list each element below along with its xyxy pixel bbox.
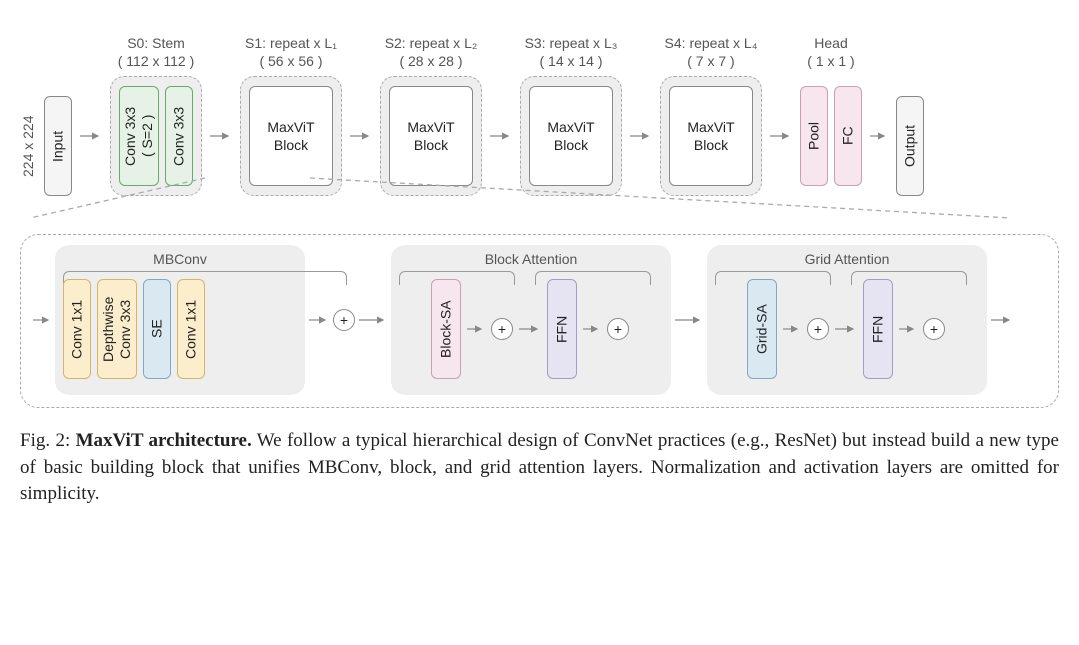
group-grid-attention: Grid Attention Grid-SA + FFN + — [707, 245, 987, 395]
block-sa: Block-SA — [431, 279, 461, 379]
caption-title: MaxViT architecture. — [76, 430, 252, 451]
stage-s2: S2: repeat x L₂ ( 28 x 28 ) MaxViT Block — [380, 34, 482, 196]
stage-label-s4: S4: repeat x L₄ ( 7 x 7 ) — [665, 34, 758, 70]
stage-head: Head ( 1 x 1 ) Pool FC — [800, 34, 862, 196]
figure-caption: Fig. 2: MaxViT architecture. We follow a… — [20, 428, 1059, 508]
block-ffn: FFN — [547, 279, 577, 379]
maxvit-block-detail: MBConv Conv 1x1 Depthwise Conv 3x3 SE Co… — [20, 234, 1059, 408]
top-pipeline: 224 x 224 Input S0: Stem ( 112 x 112 ) C… — [20, 16, 1059, 196]
grid-sa: Grid-SA — [747, 279, 777, 379]
mbconv-dwconv: Depthwise Conv 3x3 — [97, 279, 137, 379]
stage-label-s2: S2: repeat x L₂ ( 28 x 28 ) — [385, 34, 478, 70]
caption-prefix: Fig. 2: — [20, 430, 76, 451]
stage-label-s3: S3: repeat x L₃ ( 14 x 14 ) — [525, 34, 618, 70]
stage-label-s1: S1: repeat x L₁ ( 56 x 56 ) — [245, 34, 337, 70]
head-fc: FC — [834, 86, 862, 186]
maxvit-block-s1: MaxViT Block — [249, 86, 333, 186]
input-box: Input — [44, 96, 72, 196]
stage-s3: S3: repeat x L₃ ( 14 x 14 ) MaxViT Block — [520, 34, 622, 196]
stage-label-head: Head ( 1 x 1 ) — [807, 34, 854, 70]
input-size-label: 224 x 224 — [20, 96, 36, 196]
add-node-3: + — [607, 318, 629, 340]
head-pool: Pool — [800, 86, 828, 186]
add-node-5: + — [923, 318, 945, 340]
group-label-block-attn: Block Attention — [485, 251, 578, 267]
mbconv-se: SE — [143, 279, 171, 379]
grid-ffn: FFN — [863, 279, 893, 379]
stage-label-s0: S0: Stem ( 112 x 112 ) — [118, 34, 195, 70]
mbconv-conv2: Conv 1x1 — [177, 279, 205, 379]
group-label-grid-attn: Grid Attention — [805, 251, 890, 267]
stem-conv2: Conv 3x3 — [165, 86, 193, 186]
group-block-attention: Block Attention Block-SA + FFN + — [391, 245, 671, 395]
group-mbconv: MBConv Conv 1x1 Depthwise Conv 3x3 SE Co… — [55, 245, 305, 395]
architecture-diagram: 224 x 224 Input S0: Stem ( 112 x 112 ) C… — [20, 16, 1059, 508]
output-box: Output — [896, 96, 924, 196]
stage-s1: S1: repeat x L₁ ( 56 x 56 ) MaxViT Block — [240, 34, 342, 196]
add-node-2: + — [491, 318, 513, 340]
maxvit-block-s2: MaxViT Block — [389, 86, 473, 186]
add-node-4: + — [807, 318, 829, 340]
maxvit-block-s3: MaxViT Block — [529, 86, 613, 186]
add-node-1: + — [333, 309, 355, 331]
stage-s4: S4: repeat x L₄ ( 7 x 7 ) MaxViT Block — [660, 34, 762, 196]
stage-s0: S0: Stem ( 112 x 112 ) Conv 3x3 ( S=2 ) … — [110, 34, 202, 196]
group-label-mbconv: MBConv — [153, 251, 207, 267]
mbconv-conv1: Conv 1x1 — [63, 279, 91, 379]
maxvit-block-s4: MaxViT Block — [669, 86, 753, 186]
stem-conv1: Conv 3x3 ( S=2 ) — [119, 86, 159, 186]
